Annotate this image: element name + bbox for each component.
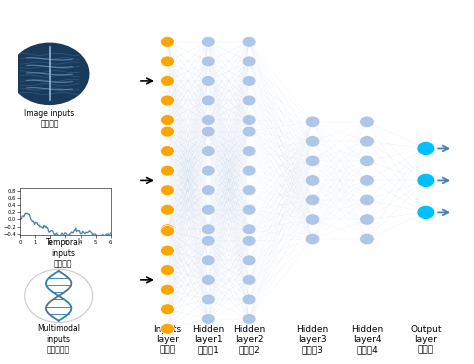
Circle shape: [201, 126, 215, 137]
Circle shape: [305, 194, 320, 206]
Circle shape: [305, 233, 320, 245]
Circle shape: [161, 323, 174, 334]
Circle shape: [161, 304, 174, 314]
Circle shape: [242, 36, 256, 47]
Circle shape: [161, 75, 174, 86]
Circle shape: [161, 165, 174, 176]
Circle shape: [201, 75, 215, 86]
Circle shape: [201, 274, 215, 285]
Circle shape: [242, 255, 256, 266]
Circle shape: [242, 313, 256, 324]
Circle shape: [242, 95, 256, 106]
Text: Hidden
layer1
隐藏层1: Hidden layer1 隐藏层1: [192, 325, 224, 355]
Circle shape: [201, 165, 215, 176]
Circle shape: [242, 115, 256, 126]
Circle shape: [201, 56, 215, 67]
Circle shape: [360, 233, 374, 245]
Text: Temporal
inputs
时序输入: Temporal inputs 时序输入: [46, 238, 81, 268]
Circle shape: [242, 236, 256, 246]
Text: Hidden
layer2
隐藏层2: Hidden layer2 隐藏层2: [233, 325, 265, 355]
Circle shape: [161, 115, 174, 126]
Circle shape: [305, 214, 320, 225]
Circle shape: [360, 194, 374, 206]
Circle shape: [161, 224, 174, 235]
Circle shape: [360, 155, 374, 167]
Circle shape: [242, 204, 256, 215]
Text: Hidden
layer4
隐藏层4: Hidden layer4 隐藏层4: [351, 325, 383, 355]
Circle shape: [201, 185, 215, 195]
Circle shape: [161, 226, 174, 237]
Circle shape: [201, 204, 215, 215]
Circle shape: [161, 36, 174, 47]
Circle shape: [201, 313, 215, 324]
Text: Hidden
layer3
隐藏层3: Hidden layer3 隐藏层3: [296, 325, 328, 355]
Circle shape: [242, 75, 256, 86]
Circle shape: [201, 115, 215, 126]
Circle shape: [305, 135, 320, 147]
Circle shape: [201, 224, 215, 235]
Circle shape: [161, 95, 174, 106]
Circle shape: [201, 294, 215, 305]
Circle shape: [201, 36, 215, 47]
Circle shape: [161, 56, 174, 67]
Circle shape: [161, 284, 174, 295]
Text: Multimodal
inputs
多模态输入: Multimodal inputs 多模态输入: [37, 324, 80, 354]
Circle shape: [161, 265, 174, 276]
Circle shape: [360, 116, 374, 127]
Circle shape: [201, 236, 215, 246]
Circle shape: [360, 135, 374, 147]
Text: Inputs
layer
输入层: Inputs layer 输入层: [154, 325, 182, 355]
Circle shape: [417, 205, 435, 219]
Circle shape: [242, 294, 256, 305]
Circle shape: [161, 245, 174, 256]
Circle shape: [242, 165, 256, 176]
Circle shape: [360, 214, 374, 225]
Circle shape: [201, 95, 215, 106]
Text: Image inputs
图像输入: Image inputs 图像输入: [25, 108, 75, 128]
Circle shape: [417, 141, 435, 155]
Circle shape: [161, 204, 174, 215]
Circle shape: [161, 185, 174, 195]
Circle shape: [25, 269, 92, 323]
Circle shape: [242, 185, 256, 195]
Circle shape: [305, 116, 320, 127]
Text: Output
layer
输出层: Output layer 输出层: [410, 325, 442, 355]
Circle shape: [161, 126, 174, 137]
Circle shape: [417, 173, 435, 187]
Circle shape: [9, 43, 90, 105]
Circle shape: [242, 274, 256, 285]
Circle shape: [360, 175, 374, 186]
Circle shape: [242, 146, 256, 157]
Circle shape: [242, 224, 256, 235]
Circle shape: [201, 255, 215, 266]
Circle shape: [305, 155, 320, 167]
Circle shape: [305, 175, 320, 186]
Circle shape: [201, 146, 215, 157]
Circle shape: [161, 146, 174, 157]
Circle shape: [242, 56, 256, 67]
Circle shape: [242, 126, 256, 137]
